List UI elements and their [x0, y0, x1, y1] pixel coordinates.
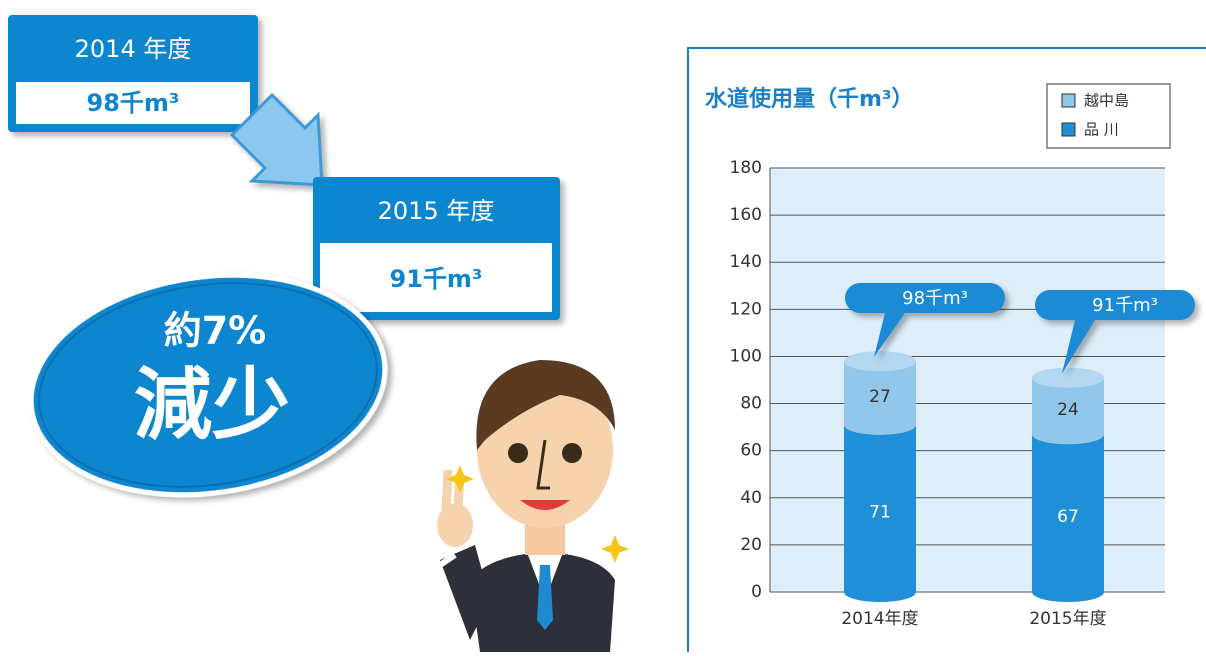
badge-bottom: 減少: [134, 360, 290, 450]
value-label: 67: [1057, 507, 1079, 527]
page: 2014 年度 98千m³ 2015 年度 91千m³ 約7% 減少 水道使用量…: [0, 0, 1206, 652]
character: [437, 360, 629, 652]
y-tick-label: 120: [730, 299, 762, 319]
value-label: 27: [869, 387, 891, 407]
y-tick-label: 180: [730, 158, 762, 178]
infographic: 2014 年度 98千m³ 2015 年度 91千m³ 約7% 減少 水道使用量…: [0, 0, 1206, 652]
y-tick-label: 100: [730, 346, 762, 366]
value-label: 98千m³: [87, 89, 180, 117]
value-label: 24: [1057, 400, 1079, 420]
x-tick-label: 2014年度: [841, 609, 918, 629]
legend-swatch: [1062, 123, 1075, 136]
y-tick-label: 20: [740, 535, 762, 555]
y-tick-label: 60: [740, 441, 762, 461]
plot-area: [770, 168, 1165, 592]
y-tick-label: 80: [740, 394, 762, 414]
callout-label: 91千m³: [1092, 295, 1158, 316]
legend-label: 越中島: [1084, 92, 1129, 110]
callout-label: 98千m³: [902, 288, 968, 309]
x-tick-label: 2015年度: [1029, 609, 1106, 629]
value-label: 71: [869, 502, 891, 522]
y-tick-label: 160: [730, 205, 762, 225]
legend-swatch: [1062, 94, 1075, 107]
value-label: 91千m³: [390, 265, 483, 293]
badge-top: 約7%: [164, 309, 267, 353]
legend-label: 品 川: [1084, 121, 1119, 139]
year-label: 2015 年度: [378, 197, 495, 225]
cylinder-top: [1032, 368, 1104, 388]
y-tick-label: 40: [740, 488, 762, 508]
year-label: 2014 年度: [75, 35, 192, 63]
y-tick-label: 140: [730, 252, 762, 272]
y-tick-label: 0: [751, 582, 762, 602]
chart-title: 水道使用量（千m³）: [705, 86, 914, 112]
cylinder-top: [844, 351, 916, 371]
